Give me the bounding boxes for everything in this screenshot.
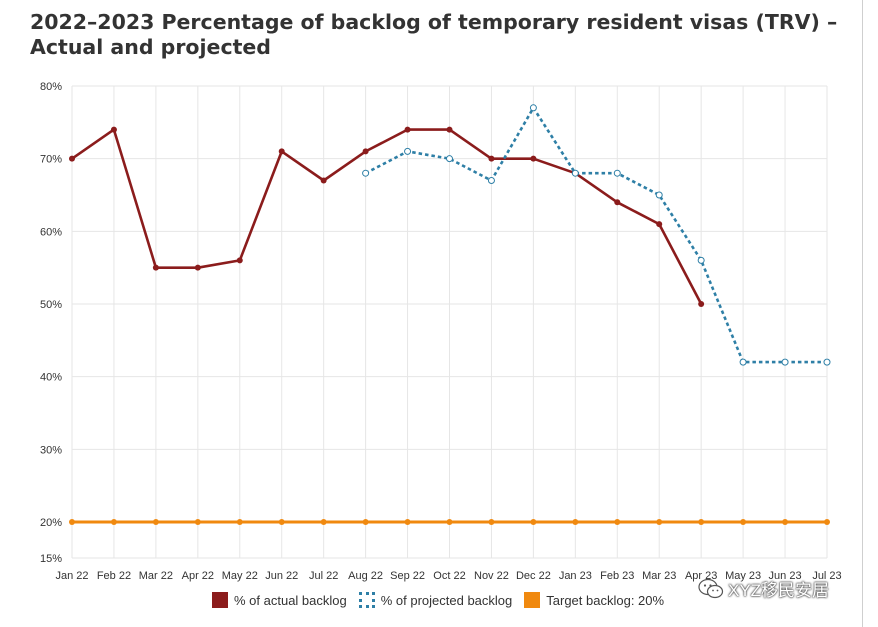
y-axis-tick-labels: 15% 20% 30% 40% 50% 60% 70% 80% <box>40 81 62 565</box>
data-point-projected <box>697 256 705 264</box>
legend-item-target[interactable]: Target backlog: 20% <box>524 592 664 608</box>
legend-label-actual: % of actual backlog <box>234 592 347 608</box>
data-point-target <box>152 519 159 525</box>
data-point-target <box>740 519 747 525</box>
series-line-projected <box>365 106 827 364</box>
data-point-projected <box>739 358 747 366</box>
data-point-target <box>69 519 75 525</box>
data-point-target <box>614 519 621 525</box>
data-point-actual <box>69 155 75 162</box>
watermark-text: XYZ移民安居 <box>728 581 830 600</box>
data-point-projected <box>823 358 831 366</box>
x-tick-label: Feb 23 <box>600 570 634 582</box>
legend-item-actual[interactable]: % of actual backlog <box>212 592 347 608</box>
x-tick-label: Jan 22 <box>55 570 88 582</box>
watermark: XYZ移民安居 <box>698 576 829 601</box>
data-point-projected <box>655 191 663 199</box>
x-tick-label: Feb 22 <box>97 570 131 582</box>
data-point-projected <box>571 169 579 177</box>
data-point-target <box>320 519 327 525</box>
wechat-icon <box>698 578 724 598</box>
data-point-actual <box>194 264 201 271</box>
y-tick-label: 60% <box>40 226 62 238</box>
legend-label-target: Target backlog: 20% <box>546 592 665 608</box>
data-point-actual <box>488 155 495 162</box>
legend-label-projected: % of projected backlog <box>380 592 513 608</box>
data-point-actual <box>152 264 159 271</box>
series-line-actual <box>71 128 703 305</box>
x-tick-label: Jun 22 <box>265 570 298 582</box>
x-axis-tick-labels: Jan 22 Feb 22 Mar 22 Apr 22 May 22 Jun 22 Jul … <box>55 570 841 582</box>
x-tick-label: Aug 22 <box>348 570 383 582</box>
chart-frame-border <box>862 0 863 627</box>
legend-swatch-actual <box>212 592 228 608</box>
data-point-target <box>362 519 369 525</box>
x-tick-label: Mar 23 <box>642 570 676 582</box>
x-tick-label: Nov 22 <box>474 570 509 582</box>
chart-series <box>69 104 831 525</box>
data-point-projected <box>781 358 789 366</box>
y-tick-label: 15% <box>40 553 62 565</box>
x-tick-label: Dec 22 <box>516 570 551 582</box>
x-tick-label: Jul 23 <box>812 570 841 582</box>
legend-item-projected[interactable]: % of projected backlog <box>358 592 513 608</box>
y-tick-label: 30% <box>40 444 62 456</box>
y-tick-label: 80% <box>40 81 62 93</box>
data-point-target <box>530 519 537 525</box>
x-tick-label: May 23 <box>725 570 761 582</box>
x-tick-label: Jun 23 <box>769 570 802 582</box>
data-point-target <box>572 519 579 525</box>
data-point-projected <box>529 104 537 112</box>
data-point-target <box>194 519 201 525</box>
legend-swatch-target <box>524 592 541 608</box>
data-point-target <box>698 519 705 525</box>
data-point-target <box>404 519 411 525</box>
chart-legend: % of actual backlog % of projected backl… <box>212 590 676 610</box>
y-tick-label: 70% <box>40 154 62 166</box>
chart-title: 2022–2023 Percentage of backlog of tempo… <box>30 10 838 59</box>
y-tick-label: 20% <box>40 517 62 529</box>
x-tick-label: Sep 22 <box>390 570 425 582</box>
data-point-actual <box>656 221 663 228</box>
x-tick-label: Apr 22 <box>182 570 214 582</box>
data-point-projected <box>613 169 621 177</box>
y-tick-label: 40% <box>40 372 62 384</box>
data-point-target <box>278 519 285 525</box>
data-point-actual <box>614 199 621 206</box>
x-tick-label: Jan 23 <box>559 570 592 582</box>
data-point-actual <box>698 301 705 307</box>
data-point-target <box>824 519 830 525</box>
x-tick-label: Oct 22 <box>433 570 465 582</box>
x-tick-label: Jul 22 <box>309 570 338 582</box>
data-point-actual <box>404 126 411 133</box>
data-point-target <box>446 519 453 525</box>
x-tick-label: Mar 22 <box>139 570 173 582</box>
data-point-target <box>488 519 495 525</box>
data-point-target <box>656 519 663 525</box>
legend-swatch-projected <box>358 592 375 608</box>
data-point-actual <box>236 257 243 264</box>
data-point-actual <box>278 148 285 155</box>
y-tick-label: 50% <box>40 299 62 311</box>
data-point-target <box>782 519 789 525</box>
data-point-actual <box>110 126 117 133</box>
data-point-target <box>110 519 117 525</box>
data-point-projected <box>487 176 495 184</box>
data-point-actual <box>530 155 537 162</box>
data-point-projected <box>404 147 412 155</box>
data-point-target <box>236 519 243 525</box>
data-point-actual <box>446 126 453 133</box>
data-point-actual <box>320 177 327 184</box>
data-point-projected <box>446 155 453 163</box>
data-point-projected <box>362 169 370 177</box>
x-tick-label: May 22 <box>222 570 258 582</box>
data-point-actual <box>362 148 369 155</box>
